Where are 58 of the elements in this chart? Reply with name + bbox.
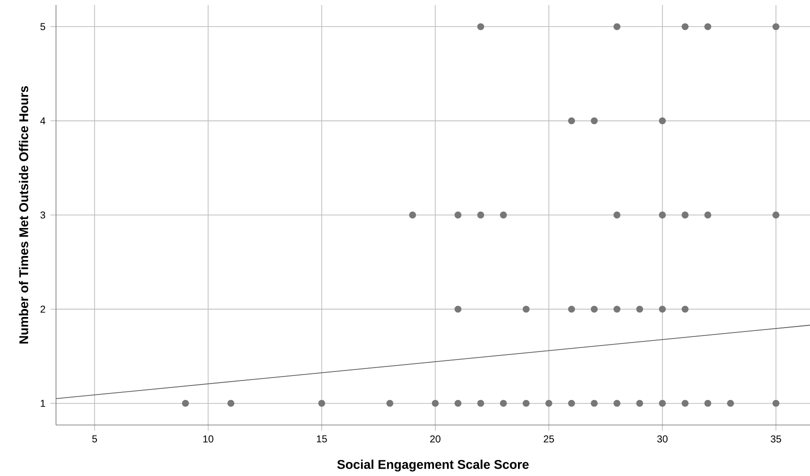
- point: [568, 400, 576, 407]
- point: [682, 400, 689, 407]
- y-tick-label: 5: [40, 23, 46, 30]
- y-tick-label: 3: [40, 211, 46, 219]
- point: [454, 306, 462, 313]
- point: [454, 212, 462, 218]
- point: [500, 212, 507, 218]
- point: [727, 400, 734, 407]
- point: [500, 400, 507, 407]
- point: [182, 400, 189, 407]
- x-tick-label: 5: [92, 435, 97, 442]
- point: [477, 212, 484, 218]
- point: [636, 400, 644, 407]
- y-tick-label: 2: [40, 306, 46, 313]
- point: [682, 212, 689, 218]
- point: [227, 400, 234, 407]
- point: [772, 212, 780, 218]
- point: [613, 212, 620, 218]
- point: [682, 23, 689, 30]
- point: [658, 306, 666, 313]
- point: [590, 400, 598, 407]
- point: [704, 400, 712, 407]
- point: [772, 400, 780, 407]
- point: [590, 117, 598, 124]
- point: [477, 23, 484, 30]
- point: [409, 212, 416, 218]
- point: [658, 212, 666, 218]
- point: [568, 306, 576, 313]
- point: [568, 117, 576, 124]
- x-tick-label: 25: [544, 435, 554, 442]
- point: [477, 400, 484, 407]
- point: [658, 117, 666, 124]
- point: [658, 400, 666, 407]
- point: [545, 400, 552, 407]
- point: [522, 400, 530, 407]
- x-tick-label: 35: [770, 435, 782, 442]
- point: [454, 400, 462, 407]
- x-tick-label: 15: [316, 435, 327, 442]
- x-tick-label: 20: [430, 435, 440, 442]
- point: [590, 306, 598, 313]
- y-tick-label: 4: [40, 117, 46, 124]
- point: [636, 306, 644, 313]
- y-tick-label: 1: [40, 400, 46, 407]
- point: [522, 306, 530, 313]
- x-tick-label: 10: [203, 435, 214, 442]
- x-axis-title: Social Engagement Scale Score: [337, 460, 529, 472]
- point: [613, 400, 620, 407]
- x-tick-label: 30: [657, 435, 668, 442]
- point: [386, 400, 394, 407]
- point: [613, 23, 620, 30]
- point: [432, 400, 439, 407]
- y-axis-title: Number of Times Met Outside Office Hours: [18, 86, 28, 344]
- point: [772, 23, 780, 30]
- point: [318, 400, 326, 407]
- point: [682, 306, 689, 313]
- point: [613, 306, 620, 313]
- point: [704, 212, 712, 218]
- point: [704, 23, 712, 30]
